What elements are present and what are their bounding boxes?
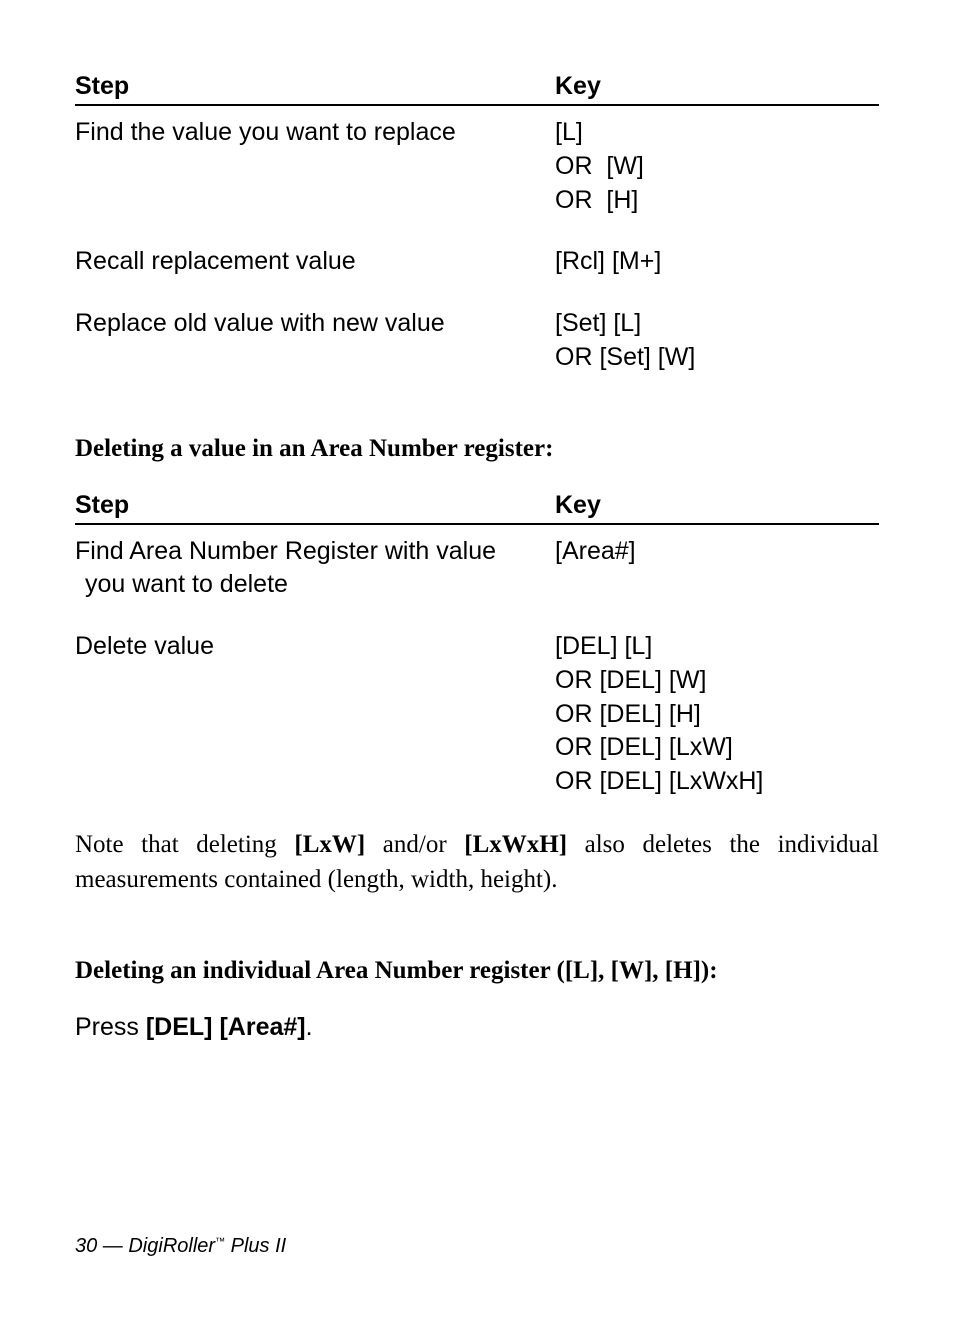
table-row: Find the value you want to replace [L] O… bbox=[75, 116, 879, 217]
note-mid: and/or bbox=[365, 831, 464, 858]
step-text: Replace old value with new value bbox=[75, 307, 555, 375]
table-header-row: Step Key bbox=[75, 72, 879, 106]
key-text: [Area#] bbox=[555, 535, 879, 603]
press-prefix: Press bbox=[75, 1013, 146, 1041]
header-step: Step bbox=[75, 72, 555, 101]
key-text: [Set] [L] OR [Set] [W] bbox=[555, 307, 879, 375]
heading-delete-register: Deleting an individual Area Number regis… bbox=[75, 957, 879, 985]
table-header-row: Step Key bbox=[75, 491, 879, 525]
press-suffix: . bbox=[306, 1013, 313, 1041]
header-key: Key bbox=[555, 72, 879, 101]
key-text: [Rcl] [M+] bbox=[555, 245, 879, 279]
press-instruction: Press [DEL] [Area#]. bbox=[75, 1013, 879, 1042]
note-bold1: [LxW] bbox=[294, 831, 365, 858]
heading-delete-value: Deleting a value in an Area Number regis… bbox=[75, 435, 879, 463]
step-line2: you want to delete bbox=[75, 570, 288, 598]
header-step: Step bbox=[75, 491, 555, 520]
header-key: Key bbox=[555, 491, 879, 520]
key-text: [L] OR [W] OR [H] bbox=[555, 116, 879, 217]
page-footer: 30 — DigiRoller™ Plus II bbox=[75, 1235, 286, 1258]
key-text: [DEL] [L] OR [DEL] [W] OR [DEL] [H] OR [… bbox=[555, 630, 879, 799]
table-row: Recall replacement value [Rcl] [M+] bbox=[75, 245, 879, 279]
note-paragraph: Note that deleting [LxW] and/or [LxWxH] … bbox=[75, 827, 879, 897]
footer-page: 30 — DigiRoller bbox=[75, 1235, 215, 1257]
note-prefix: Note that deleting bbox=[75, 831, 294, 858]
step-text: Recall replacement value bbox=[75, 245, 555, 279]
table-row: Replace old value with new value [Set] [… bbox=[75, 307, 879, 375]
table-row: Delete value [DEL] [L] OR [DEL] [W] OR [… bbox=[75, 630, 879, 799]
press-bold: [DEL] [Area#] bbox=[146, 1013, 306, 1041]
note-bold2: [LxWxH] bbox=[464, 831, 567, 858]
step-text: Delete value bbox=[75, 630, 555, 799]
table-delete: Step Key Find Area Number Register with … bbox=[75, 491, 879, 799]
step-text: Find the value you want to replace bbox=[75, 116, 555, 217]
table-replace: Step Key Find the value you want to repl… bbox=[75, 72, 879, 375]
table-row: Find Area Number Register with value you… bbox=[75, 535, 879, 603]
step-text: Find Area Number Register with value you… bbox=[75, 535, 555, 603]
footer-product: Plus II bbox=[225, 1235, 286, 1257]
step-line1: Find Area Number Register with value bbox=[75, 537, 496, 565]
footer-tm: ™ bbox=[215, 1236, 225, 1247]
